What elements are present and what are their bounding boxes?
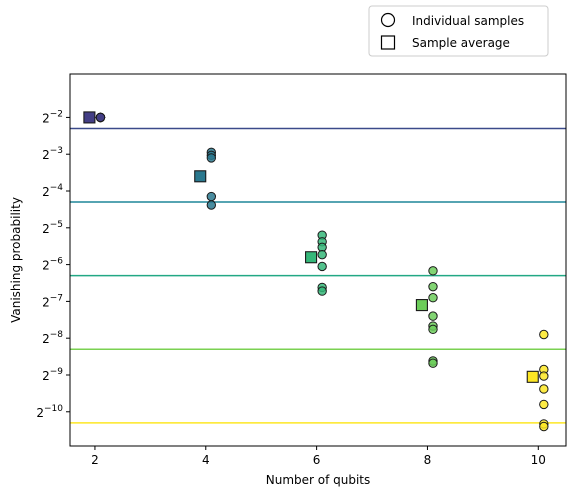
- x-tick-label: 8: [424, 453, 432, 467]
- sample-point-10-qubits: [539, 384, 549, 394]
- x-tick-label: 2: [91, 453, 99, 467]
- x-tick-label: 10: [531, 453, 546, 467]
- sample-point-4-qubits: [206, 153, 217, 163]
- sample-point-10-qubits: [539, 329, 549, 340]
- sample-point-10-qubits: [539, 371, 549, 381]
- legend-box: [368, 5, 549, 57]
- x-axis-ticks: 2 4 6 8 10: [91, 446, 546, 467]
- y-tick-label: 2−5: [42, 220, 63, 236]
- x-tick-label: 4: [202, 453, 210, 467]
- y-tick-label: 2−10: [36, 404, 63, 420]
- average-point-8-qubits: [415, 299, 428, 312]
- sample-point-6-qubits: [317, 286, 327, 296]
- x-axis-label: Number of qubits: [266, 473, 371, 487]
- data-markers: [83, 111, 549, 432]
- y-tick-label: 2−4: [42, 183, 63, 199]
- y-axis-ticks: 2−2 2−3 2−4 2−5 2−6 2−7 2−8 2−9 2−10: [36, 109, 70, 420]
- legend-label-individual-samples: Individual samples: [412, 14, 524, 28]
- y-tick-label: 2−6: [42, 257, 63, 273]
- sample-point-8-qubits: [428, 358, 438, 368]
- y-tick-label: 2−7: [42, 293, 63, 309]
- y-tick-label: 2−9: [42, 367, 63, 383]
- sample-point-8-qubits: [428, 311, 438, 321]
- y-tick-label: 2−3: [42, 146, 63, 162]
- y-tick-label: 2−8: [42, 330, 63, 346]
- sample-point-6-qubits: [317, 261, 327, 272]
- average-point-6-qubits: [305, 251, 318, 264]
- sample-point-2-qubits: [95, 112, 106, 123]
- x-tick-label: 6: [313, 453, 321, 467]
- legend-circle-icon: [380, 12, 396, 28]
- legend-square-icon: [380, 35, 396, 50]
- legend: Individual samples Sample average: [368, 5, 549, 57]
- average-point-10-qubits: [526, 370, 539, 383]
- y-axis-label: Vanishing probability: [9, 197, 23, 323]
- sample-point-6-qubits: [317, 249, 327, 260]
- sample-point-8-qubits: [428, 281, 438, 292]
- reference-lines: [70, 127, 566, 424]
- sample-point-10-qubits: [539, 421, 549, 432]
- plot-frame: [69, 73, 567, 447]
- legend-label-sample-average: Sample average: [412, 36, 510, 50]
- sample-point-4-qubits: [206, 200, 217, 210]
- sample-point-8-qubits: [428, 293, 438, 303]
- sample-point-4-qubits: [206, 191, 217, 202]
- average-point-4-qubits: [194, 170, 207, 183]
- sample-point-8-qubits: [428, 266, 438, 276]
- sample-point-10-qubits: [539, 399, 549, 410]
- average-point-2-qubits: [83, 111, 96, 124]
- y-tick-label: 2−2: [42, 109, 63, 125]
- sample-point-8-qubits: [428, 324, 438, 335]
